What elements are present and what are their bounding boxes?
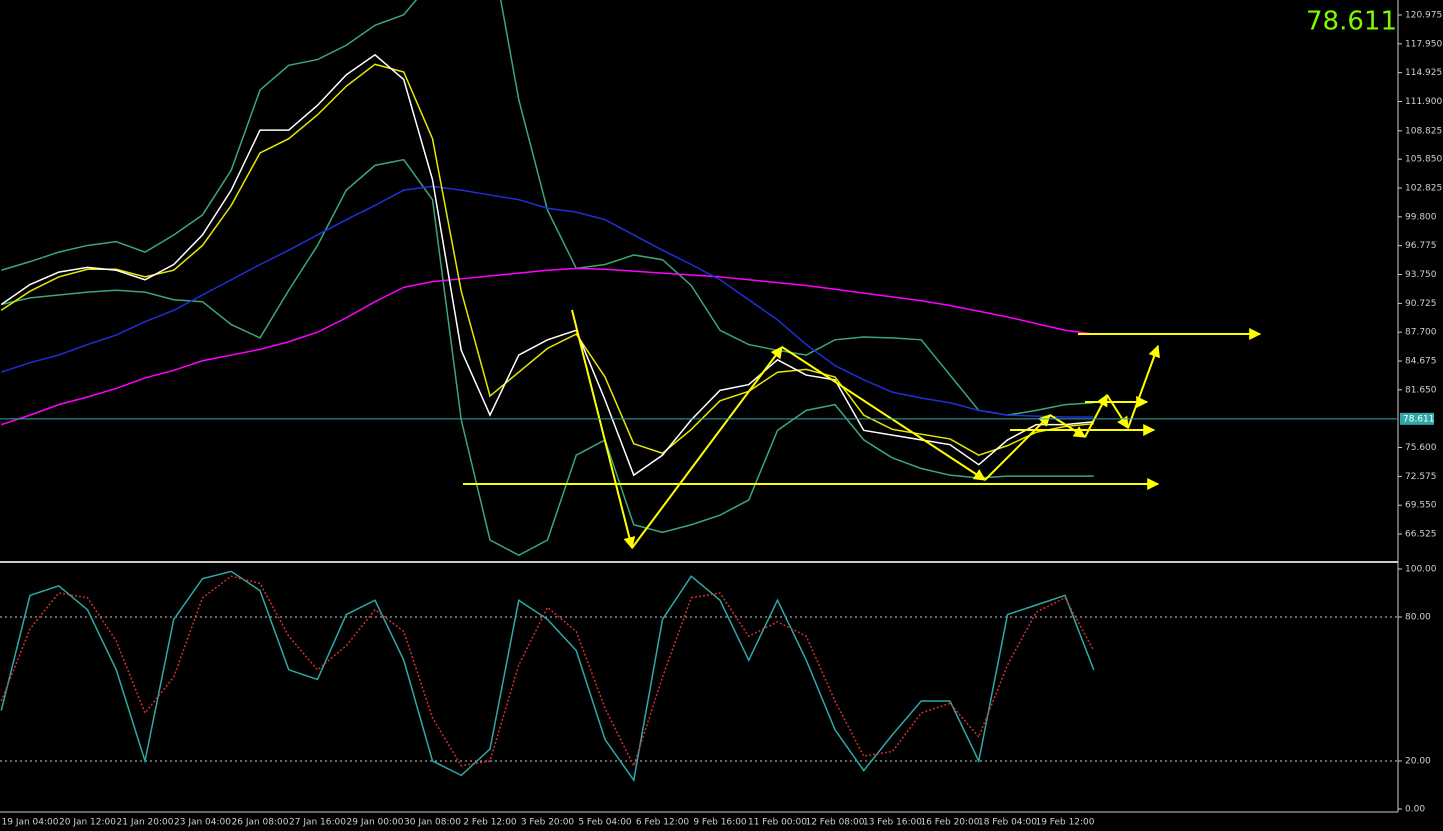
y-tick-label: 66.525 xyxy=(1405,530,1437,540)
series-line xyxy=(1,0,1094,416)
arrow xyxy=(781,346,987,481)
arrow xyxy=(1127,344,1160,429)
x-tick-label: 6 Feb 12:00 xyxy=(636,818,690,828)
y-tick-label: 102.825 xyxy=(1405,184,1442,194)
x-tick-label: 29 Jan 00:00 xyxy=(347,818,404,828)
arrow xyxy=(1084,393,1108,438)
y-tick-label: 90.725 xyxy=(1405,299,1437,309)
y-tick-label: 108.825 xyxy=(1405,126,1442,136)
y-tick-label: 93.750 xyxy=(1405,270,1437,280)
x-tick-label: 18 Feb 04:00 xyxy=(978,818,1037,828)
current-price: 78.611 xyxy=(1306,7,1397,37)
y-tick-label: 81.650 xyxy=(1405,385,1437,395)
x-tick-label: 19 Jan 04:00 xyxy=(2,818,59,828)
x-tick-label: 16 Feb 20:00 xyxy=(920,818,979,828)
price-box xyxy=(1400,412,1434,425)
y-tick-label: 105.850 xyxy=(1405,155,1442,165)
y-tick-label: 0.00 xyxy=(1405,805,1425,815)
series-line xyxy=(1,185,1094,418)
x-tick-label: 19 Feb 12:00 xyxy=(1035,818,1094,828)
x-tick-label: 12 Feb 08:00 xyxy=(805,818,864,828)
y-tick-label: 20.00 xyxy=(1405,757,1431,767)
x-tick-label: 2 Feb 12:00 xyxy=(463,818,517,828)
stochastic-panel xyxy=(0,570,1398,783)
x-tick-label: 5 Feb 04:00 xyxy=(578,818,632,828)
series-line xyxy=(0,575,1095,768)
x-tick-label: 21 Jan 20:00 xyxy=(117,818,174,828)
y-tick-label: 84.675 xyxy=(1405,357,1437,367)
y-tick-label: 99.800 xyxy=(1405,212,1437,222)
y-tick-label: 114.925 xyxy=(1405,68,1442,78)
x-tick-label: 27 Jan 16:00 xyxy=(289,818,346,828)
y-tick-label: 69.550 xyxy=(1405,501,1437,511)
y-tick-label: 87.700 xyxy=(1405,328,1437,338)
y-tick-label: 72.575 xyxy=(1405,472,1437,482)
arrow xyxy=(1106,394,1129,430)
y-tick-label: 120.975 xyxy=(1405,11,1442,21)
x-tick-label: 20 Jan 12:00 xyxy=(59,818,116,828)
x-tick-label: 9 Feb 16:00 xyxy=(693,818,747,828)
y-tick-label: 111.900 xyxy=(1405,97,1442,107)
x-tick-label: 30 Jan 08:00 xyxy=(404,818,461,828)
y-tick-label: 117.950 xyxy=(1405,39,1442,49)
x-tick-label: 23 Jan 04:00 xyxy=(174,818,231,828)
y-tick-label: 96.775 xyxy=(1405,241,1437,251)
price-label: 78.611 xyxy=(1403,414,1435,424)
x-tick-label: 13 Feb 16:00 xyxy=(863,818,922,828)
arrow xyxy=(984,414,1051,481)
series-line xyxy=(1,267,1094,426)
x-tick-label: 26 Jan 08:00 xyxy=(232,818,289,828)
arrow xyxy=(631,346,783,549)
arrow xyxy=(571,309,636,550)
y-tick-label: 80.00 xyxy=(1405,613,1431,623)
y-tick-label: 75.600 xyxy=(1405,443,1437,453)
annotations xyxy=(463,309,1262,550)
y-tick-label: 100.00 xyxy=(1405,565,1437,575)
series-line xyxy=(0,53,1094,477)
x-tick-label: 3 Feb 20:00 xyxy=(521,818,575,828)
series-line xyxy=(1,158,1094,557)
price-panel xyxy=(0,0,1094,557)
x-tick-label: 11 Feb 00:00 xyxy=(748,818,807,828)
series-line xyxy=(0,570,1095,783)
